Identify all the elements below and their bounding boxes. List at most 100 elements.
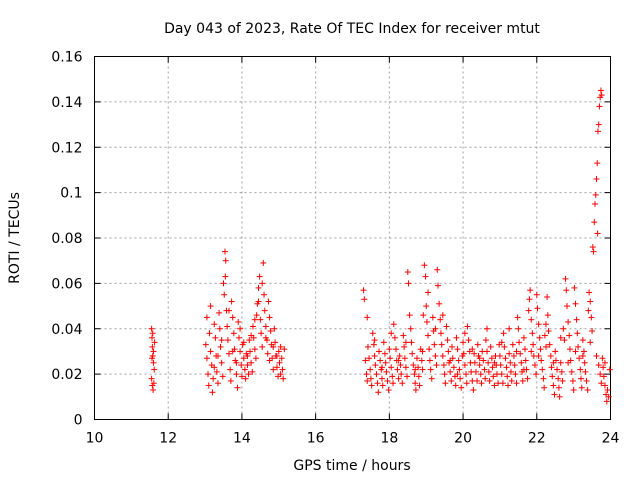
data-point [224, 323, 231, 330]
data-point [587, 298, 594, 305]
data-point [374, 380, 381, 387]
data-point [597, 371, 604, 378]
data-point [277, 371, 284, 378]
data-point [426, 357, 433, 364]
data-point [577, 366, 584, 373]
data-point [562, 275, 569, 282]
data-point [369, 330, 376, 337]
data-point [465, 337, 472, 344]
data-point [361, 296, 368, 303]
data-point [568, 368, 575, 375]
data-point [397, 362, 404, 369]
data-point [278, 355, 285, 362]
data-point [512, 371, 519, 378]
data-point [391, 334, 398, 341]
data-point [385, 387, 392, 394]
data-point [481, 366, 488, 373]
data-point [605, 393, 612, 400]
data-point [419, 366, 426, 373]
data-point [471, 350, 478, 357]
data-point [535, 321, 542, 328]
data-point [373, 371, 380, 378]
data-point [547, 352, 554, 359]
data-point [564, 303, 571, 310]
data-point [565, 318, 572, 325]
data-point [149, 343, 156, 350]
data-point [272, 339, 279, 346]
data-point [507, 359, 514, 366]
data-point [409, 350, 416, 357]
data-point [543, 321, 549, 328]
data-point [585, 307, 592, 314]
data-point [445, 348, 452, 355]
x-tick-label: 16 [307, 431, 325, 447]
data-point [396, 352, 403, 359]
data-point [428, 375, 435, 382]
data-point [501, 343, 508, 350]
x-tick-label: 22 [528, 431, 546, 447]
data-point [606, 366, 613, 373]
data-point [421, 262, 428, 269]
data-point [203, 314, 210, 321]
data-point [596, 103, 603, 110]
y-tick-label: 0.16 [51, 50, 82, 66]
data-point [226, 350, 233, 357]
y-tick-label: 0.12 [51, 140, 82, 156]
data-point [248, 332, 255, 339]
data-point [537, 346, 544, 353]
data-point [440, 362, 447, 369]
data-point [485, 368, 492, 375]
data-point [439, 352, 446, 359]
data-point [464, 323, 471, 330]
data-point [497, 362, 504, 369]
data-point [508, 377, 515, 384]
data-point [222, 257, 229, 264]
data-point [266, 314, 273, 321]
data-point [264, 350, 271, 357]
data-point [390, 321, 397, 328]
data-point [574, 330, 581, 337]
data-point [549, 373, 556, 380]
data-point [554, 366, 561, 373]
data-point [408, 339, 415, 346]
data-point [442, 380, 449, 387]
data-point [148, 334, 155, 341]
data-point [486, 377, 493, 384]
data-point [566, 332, 573, 339]
data-point [245, 371, 252, 378]
data-point [255, 298, 262, 305]
data-point [251, 316, 258, 323]
data-point [521, 346, 528, 353]
data-point [255, 284, 262, 291]
data-point [576, 355, 583, 362]
data-point [534, 305, 541, 312]
data-point [601, 359, 608, 366]
data-point [387, 355, 394, 362]
data-point [588, 314, 595, 321]
data-point [150, 380, 157, 387]
data-point [582, 368, 589, 375]
data-point [211, 364, 218, 371]
data-point [444, 337, 451, 344]
x-tick-label: 14 [233, 431, 251, 447]
data-point [601, 382, 608, 389]
data-point [510, 352, 517, 359]
data-point [571, 284, 578, 291]
data-point [423, 318, 430, 325]
data-point [491, 359, 498, 366]
data-point [270, 366, 277, 373]
data-point [469, 346, 476, 353]
data-point [536, 334, 543, 341]
data-point [364, 314, 371, 321]
y-tick-label: 0.14 [51, 95, 82, 111]
data-point [550, 359, 557, 366]
data-point [482, 337, 489, 344]
data-point [461, 330, 468, 337]
data-point [370, 341, 377, 348]
data-point [548, 364, 555, 371]
data-point [474, 377, 481, 384]
data-point [478, 380, 485, 387]
data-point [422, 273, 429, 280]
data-point [235, 318, 242, 325]
data-point [364, 377, 371, 384]
